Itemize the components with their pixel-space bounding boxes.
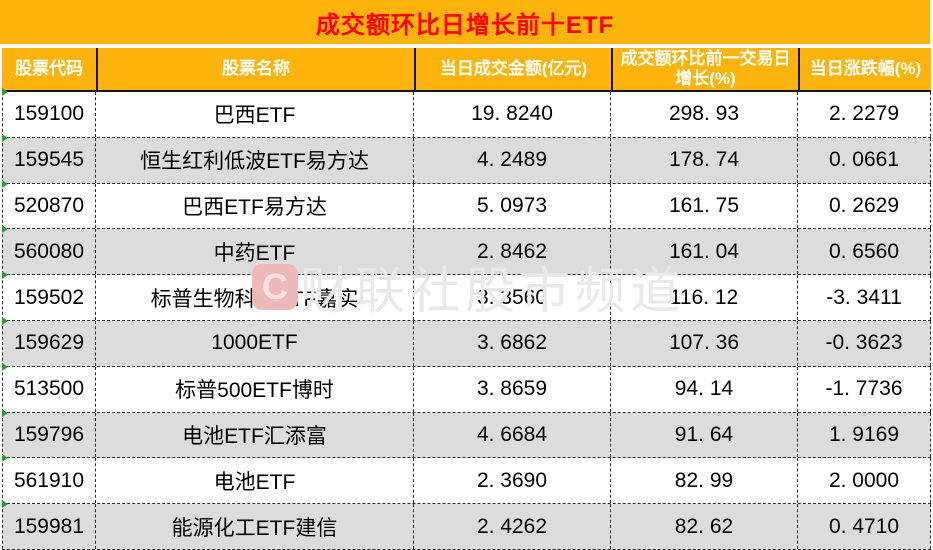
comment-marker-icon bbox=[2, 317, 8, 325]
cell-amount: 2. 3690 bbox=[414, 458, 611, 504]
cell-name: 巴西ETF bbox=[96, 92, 414, 137]
comment-marker-icon bbox=[2, 271, 8, 280]
cell-name: 电池ETF bbox=[96, 458, 414, 504]
table-title: 成交额环比日增长前十ETF bbox=[0, 0, 930, 44]
cell-change: 2. 0000 bbox=[798, 458, 931, 504]
table-row: 520870 巴西ETF易方达 5. 0973 161. 75 0. 2629 bbox=[2, 183, 931, 230]
table-row: 513500 标普500ETF博时 3. 8659 94. 14 -1. 7736 bbox=[2, 366, 931, 413]
cell-amount: 2. 8462 bbox=[414, 229, 611, 275]
cell-code: 159629 bbox=[2, 320, 96, 366]
cell-amount: 2. 4262 bbox=[414, 504, 611, 549]
cell-code: 561910 bbox=[2, 458, 96, 504]
cell-amount: 19. 8240 bbox=[414, 92, 611, 137]
cell-growth: 161. 04 bbox=[611, 229, 798, 275]
table-row: 159981 能源化工ETF建信 2. 4262 82. 62 0. 4710 bbox=[2, 504, 931, 550]
cell-code: 159502 bbox=[2, 275, 96, 320]
header-amount: 当日成交金额(亿元) bbox=[414, 48, 611, 90]
comment-marker-icon bbox=[2, 362, 8, 371]
comment-marker-icon bbox=[2, 225, 8, 234]
cell-code: 159100 bbox=[2, 92, 96, 137]
cell-growth: 116. 12 bbox=[611, 275, 798, 320]
cell-code: 520870 bbox=[2, 183, 96, 229]
cell-name: 中药ETF bbox=[96, 229, 414, 275]
comment-marker-icon bbox=[2, 408, 8, 417]
cell-amount: 3. 3560 bbox=[414, 275, 611, 320]
cell-growth: 82. 62 bbox=[611, 504, 798, 549]
cell-change: -1. 7736 bbox=[798, 366, 931, 412]
cell-change: 0. 6560 bbox=[798, 229, 931, 275]
table-row: 560080 中药ETF 2. 8462 161. 04 0. 6560 bbox=[2, 229, 931, 276]
cell-growth: 91. 64 bbox=[611, 412, 798, 458]
header-change: 当日涨跌幅(%) bbox=[798, 48, 931, 90]
cell-growth: 298. 93 bbox=[611, 92, 798, 137]
header-growth: 成交额环比前一交易日增长(%) bbox=[611, 48, 798, 90]
cell-code: 560080 bbox=[2, 229, 96, 275]
cell-amount: 3. 6862 bbox=[414, 320, 611, 366]
cell-name: 能源化工ETF建信 bbox=[96, 504, 414, 549]
table-row: 159796 电池ETF汇添富 4. 6684 91. 64 1. 9169 bbox=[2, 412, 931, 459]
cell-growth: 178. 74 bbox=[611, 137, 798, 183]
cell-code: 159981 bbox=[2, 504, 96, 549]
comment-marker-icon bbox=[2, 454, 8, 463]
cell-amount: 3. 8659 bbox=[414, 366, 611, 412]
cell-amount: 4. 2489 bbox=[414, 137, 611, 183]
cell-change: 0. 2629 bbox=[798, 183, 931, 229]
comment-marker-icon bbox=[2, 500, 8, 509]
table-row: 159502 标普生物科技ETF嘉实 3. 3560 116. 12 -3. 3411 bbox=[2, 275, 931, 321]
cell-change: -0. 3623 bbox=[798, 320, 931, 366]
cell-amount: 4. 6684 bbox=[414, 412, 611, 458]
cell-code: 159796 bbox=[2, 412, 96, 458]
cell-code: 513500 bbox=[2, 366, 96, 412]
comment-marker-icon bbox=[2, 133, 8, 142]
cell-change: -3. 3411 bbox=[798, 275, 931, 320]
cell-code: 159545 bbox=[2, 137, 96, 183]
cell-change: 0. 0661 bbox=[798, 137, 931, 183]
cell-growth: 107. 36 bbox=[611, 320, 798, 366]
cell-name: 恒生红利低波ETF易方达 bbox=[96, 137, 414, 183]
cell-name: 标普500ETF博时 bbox=[96, 366, 414, 412]
cell-change: 2. 2279 bbox=[798, 92, 931, 137]
table-row: 159545 恒生红利低波ETF易方达 4. 2489 178. 74 0. 0661 bbox=[2, 137, 931, 184]
cell-name: 1000ETF bbox=[96, 320, 414, 366]
table-row: 561910 电池ETF 2. 3690 82. 99 2. 0000 bbox=[2, 458, 931, 505]
cell-growth: 82. 99 bbox=[611, 458, 798, 504]
cell-name: 电池ETF汇添富 bbox=[96, 412, 414, 458]
cell-change: 0. 4710 bbox=[798, 504, 931, 549]
cell-amount: 5. 0973 bbox=[414, 183, 611, 229]
table-header-row: 股票代码 股票名称 当日成交金额(亿元) 成交额环比前一交易日增长(%) 当日涨… bbox=[2, 48, 931, 92]
comment-marker-icon bbox=[2, 88, 8, 96]
table-row: 159629 1000ETF 3. 6862 107. 36 -0. 3623 bbox=[2, 320, 931, 367]
cell-name: 标普生物科技ETF嘉实 bbox=[96, 275, 414, 320]
cell-growth: 161. 75 bbox=[611, 183, 798, 229]
table-body: 159100 巴西ETF 19. 8240 298. 93 2. 2279 159545 恒… bbox=[2, 92, 931, 550]
comment-marker-icon bbox=[2, 179, 8, 188]
cell-change: 1. 9169 bbox=[798, 412, 931, 458]
cell-growth: 94. 14 bbox=[611, 366, 798, 412]
header-stock-name: 股票名称 bbox=[96, 48, 414, 90]
cell-name: 巴西ETF易方达 bbox=[96, 183, 414, 229]
table-row: 159100 巴西ETF 19. 8240 298. 93 2. 2279 bbox=[2, 92, 931, 138]
header-stock-code: 股票代码 bbox=[15, 59, 83, 79]
